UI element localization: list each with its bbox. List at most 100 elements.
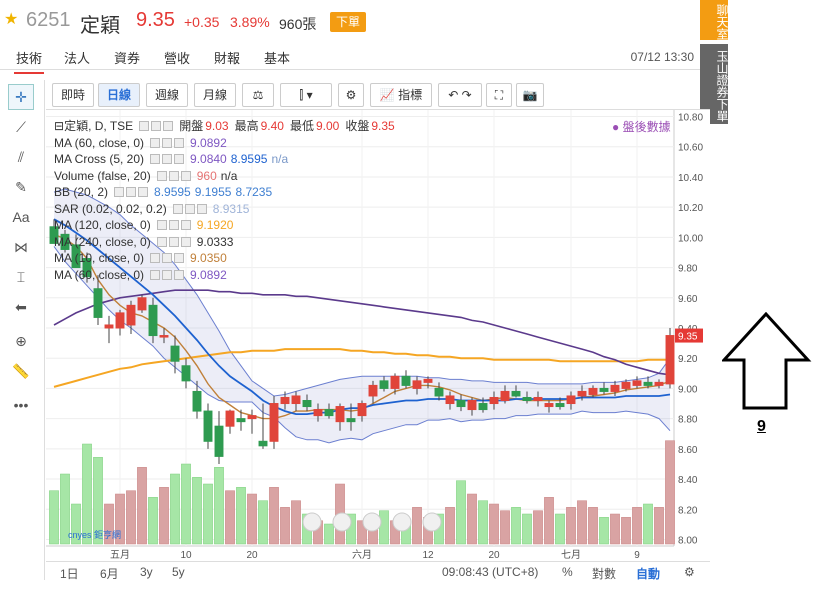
arrow-left-icon[interactable]: ⬅	[15, 298, 27, 315]
compare-scale-icon[interactable]: ⚖	[242, 83, 274, 107]
x-tick-label: 20	[246, 550, 258, 560]
candle-body	[49, 226, 59, 244]
legend-row: MA (60, close, 0) 9.0892	[54, 267, 401, 284]
ma120-line	[53, 348, 670, 388]
volume-bar	[544, 497, 554, 545]
chart-type-icon[interactable]: ⫿ ▾	[280, 83, 332, 107]
current-price-tag	[675, 328, 703, 343]
legend-row: MA (60, close, 0) 9.0892	[54, 135, 401, 152]
tab-basic[interactable]: 基本	[264, 51, 291, 66]
candle-body	[445, 395, 455, 405]
price-chart-svg[interactable]: 10.80 10.60 10.40 10.20 10.00 9.80 9.60 9.40 9.2…	[46, 110, 710, 560]
legend-low-label: 最低	[289, 119, 314, 133]
zoom-icon[interactable]: ⊕	[15, 332, 27, 349]
range-6m-button[interactable]: 6月	[100, 567, 119, 581]
volume-bar	[467, 493, 477, 545]
log-scale-button[interactable]: 對數	[592, 567, 617, 581]
price-chart-area[interactable]: 10.80 10.60 10.40 10.20 10.00 9.80 9.60 9.40 9.2…	[46, 110, 710, 560]
candle-body	[313, 409, 323, 417]
chart-settings-gear-icon[interactable]: ⚙	[684, 565, 695, 579]
x-tick-label: 9	[634, 550, 640, 560]
favorite-star-icon[interactable]: ★	[4, 11, 19, 28]
tab-revenue[interactable]: 營收	[164, 51, 191, 66]
percent-scale-button[interactable]: %	[562, 565, 573, 579]
legend-indicator-controls[interactable]	[150, 253, 185, 264]
scroll-control-icon[interactable]	[422, 512, 442, 532]
range-1d-button[interactable]: 1日	[60, 567, 79, 581]
legend-row: SAR (0.02, 0.02, 0.2) 8.9315	[54, 201, 401, 218]
volume-bar	[258, 500, 268, 545]
legend-indicator-controls[interactable]	[114, 187, 149, 198]
fork-tool-icon[interactable]: ⫽	[17, 148, 25, 165]
daily-button[interactable]: 日線	[98, 83, 140, 107]
range-5y-button[interactable]: 5y	[172, 565, 185, 579]
legend-indicator-controls[interactable]	[150, 269, 185, 280]
text-tool-icon[interactable]: Aa	[12, 209, 30, 225]
legend-indicator-value: 960	[196, 168, 217, 183]
legend-controls[interactable]	[139, 121, 174, 132]
candle-body	[291, 395, 301, 405]
legend-indicator-controls[interactable]	[156, 220, 191, 231]
fullscreen-icon[interactable]: ⛶	[486, 83, 512, 107]
legend-indicator-value: 9.0892	[190, 135, 227, 150]
legend-indicator-controls[interactable]	[172, 203, 207, 214]
scroll-control-icon[interactable]	[362, 512, 382, 532]
weekly-button[interactable]: 週線	[146, 83, 188, 107]
after-hours-link[interactable]: ● 盤後數據	[612, 120, 671, 134]
tab-margin[interactable]: 資券	[114, 51, 141, 66]
legend-indicator-controls[interactable]	[150, 137, 185, 148]
intraday-button[interactable]: 即時	[52, 83, 94, 107]
indicators-button[interactable]: 📈 指標	[370, 83, 432, 107]
clock-label: 09:08:43 (UTC+8)	[442, 565, 539, 579]
candle-body	[324, 409, 334, 417]
scroll-control-icon[interactable]	[302, 512, 322, 532]
trendline-icon[interactable]: ⟋	[16, 118, 26, 135]
measure-icon[interactable]: ⌶	[16, 268, 26, 285]
tab-financials[interactable]: 財報	[214, 51, 241, 66]
order-button[interactable]: 下單	[330, 12, 366, 32]
legend-indicator-controls[interactable]	[156, 236, 191, 247]
more-icon[interactable]: •••	[13, 397, 29, 413]
pattern-icon[interactable]: ⋈	[14, 238, 28, 255]
candle-body	[577, 390, 587, 397]
tab-technical[interactable]: 技術	[14, 48, 45, 74]
legend-row: MA (240, close, 0) 9.0333	[54, 234, 401, 251]
camera-icon[interactable]: 📷	[516, 83, 544, 107]
volume-bar	[126, 490, 136, 545]
crosshair-icon[interactable]: ✛	[8, 84, 34, 110]
stock-volume: 960張	[279, 16, 317, 32]
candle-body	[599, 387, 609, 392]
current-price-label: 9.35	[678, 332, 698, 343]
stock-change-percent: 3.89%	[230, 14, 270, 30]
candle-body	[390, 375, 400, 389]
settings-gear-icon[interactable]: ⚙	[338, 83, 364, 107]
range-3y-button[interactable]: 3y	[140, 565, 153, 579]
volume-bar	[82, 443, 92, 545]
legend-indicator-controls[interactable]	[150, 154, 185, 165]
candle-body	[247, 415, 257, 420]
volume-bar	[192, 477, 202, 545]
volume-bar	[500, 510, 510, 545]
scroll-control-icon[interactable]	[332, 512, 352, 532]
y-tick-label: 8.60	[678, 445, 698, 456]
up-arrow-icon	[722, 312, 812, 410]
chat-room-button[interactable]: 聊天室	[700, 0, 729, 40]
volume-bar	[203, 483, 213, 545]
scroll-control-icon[interactable]	[392, 512, 412, 532]
auto-scale-button[interactable]: 自動	[636, 567, 661, 581]
candle-body	[533, 396, 543, 402]
tab-institutional[interactable]: 法人	[64, 51, 91, 66]
volume-bar	[577, 500, 587, 545]
brush-icon[interactable]: ✎	[15, 178, 27, 195]
legend-high-label: 最高	[234, 119, 259, 133]
candle-body	[148, 304, 158, 337]
volume-bar	[159, 487, 169, 545]
volume-bar	[170, 473, 180, 545]
x-tick-label: 六月	[352, 549, 372, 560]
undo-redo-icon[interactable]: ↶ ↷	[438, 83, 482, 107]
legend-indicator-controls[interactable]	[156, 170, 191, 181]
ruler-icon[interactable]: 📏	[12, 362, 30, 379]
candle-body	[566, 395, 576, 405]
monthly-button[interactable]: 月線	[194, 83, 236, 107]
volume-bar	[214, 467, 224, 545]
